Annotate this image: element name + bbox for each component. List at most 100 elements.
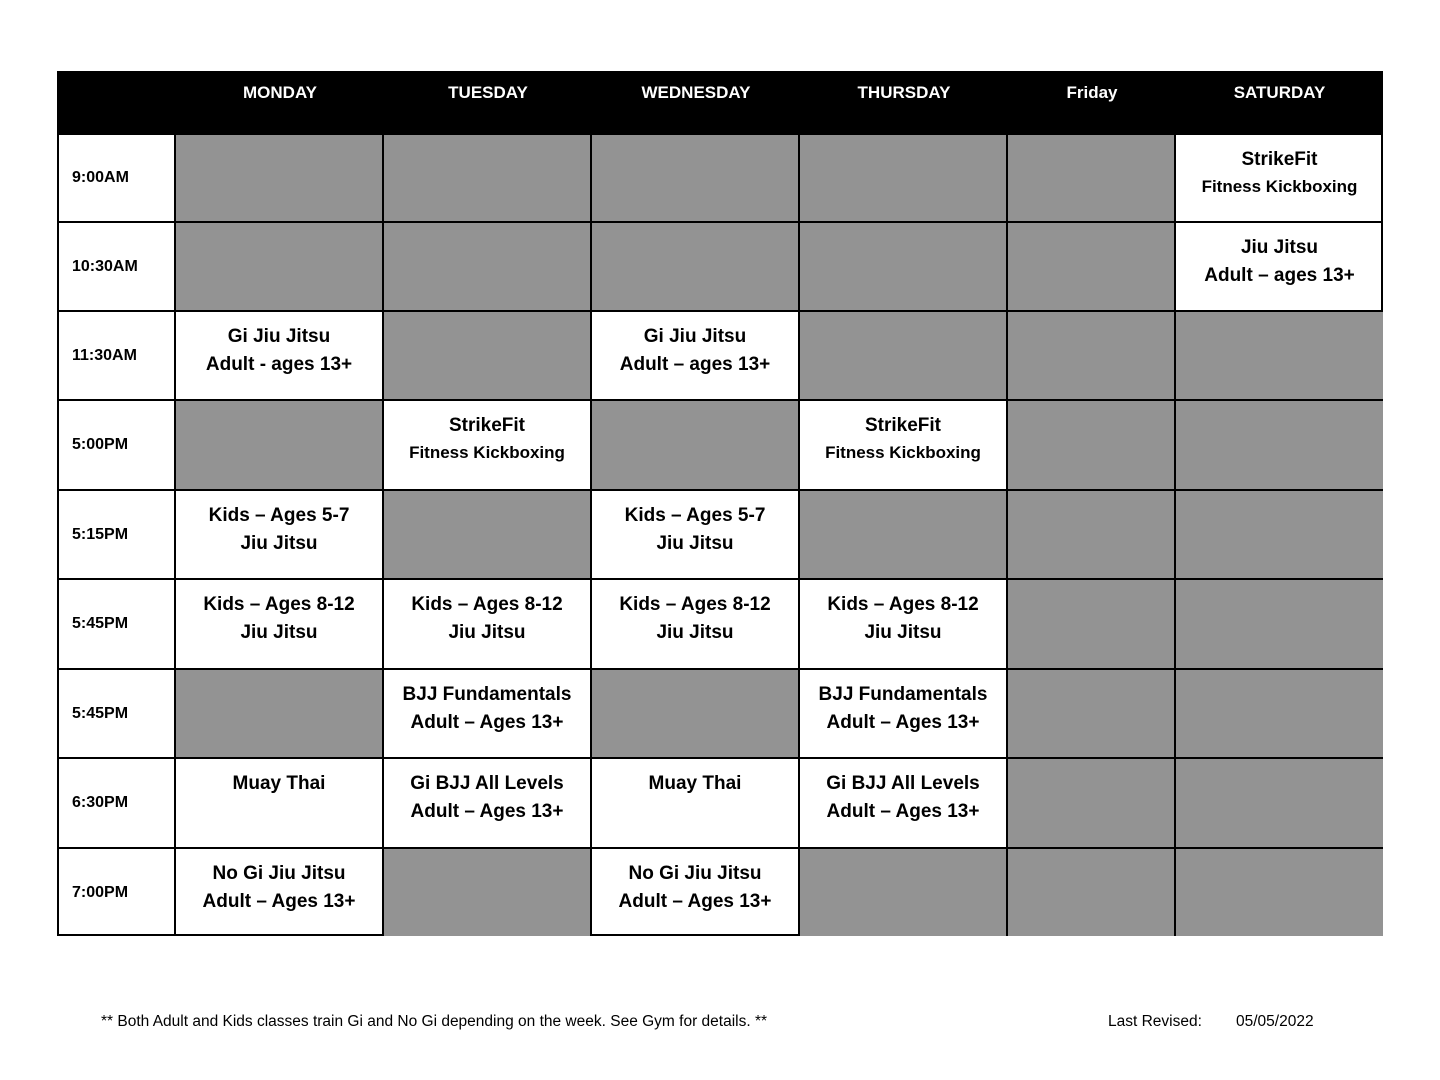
- class-name: BJJ Fundamentals: [818, 684, 988, 705]
- class-name: No Gi Jiu Jitsu: [212, 863, 346, 884]
- empty-cell: [1008, 401, 1176, 491]
- empty-cell: [800, 312, 1008, 401]
- class-detail: Adult – Ages 13+: [826, 801, 980, 822]
- empty-cell: [800, 135, 1008, 223]
- empty-cell: [176, 223, 384, 312]
- class-detail: Jiu Jitsu: [656, 622, 734, 643]
- empty-cell: [176, 670, 384, 759]
- class-cell: Kids – Ages 5-7 Jiu Jitsu: [176, 491, 384, 580]
- class-cell: Gi Jiu Jitsu Adult – ages 13+: [592, 312, 800, 401]
- class-cell: Kids – Ages 8-12 Jiu Jitsu: [592, 580, 800, 670]
- time-label: 11:30AM: [72, 346, 137, 364]
- empty-cell: [1176, 759, 1383, 849]
- class-detail: Fitness Kickboxing: [825, 443, 981, 462]
- empty-cell: [800, 491, 1008, 580]
- class-detail: Jiu Jitsu: [240, 622, 318, 643]
- time-slot: 9:00AM: [59, 135, 176, 223]
- class-name: StrikeFit: [1241, 149, 1318, 170]
- empty-cell: [1008, 580, 1176, 670]
- time-label: 9:00AM: [72, 169, 129, 186]
- day-header: WEDNESDAY: [592, 73, 800, 135]
- empty-cell: [1008, 312, 1176, 401]
- time-slot: 5:45PM: [59, 670, 176, 759]
- class-cell: StrikeFit Fitness Kickboxing: [800, 401, 1008, 491]
- last-revised-date: 05/05/2022: [1236, 1013, 1314, 1030]
- day-header: MONDAY: [176, 73, 384, 135]
- class-detail: Fitness Kickboxing: [1201, 177, 1358, 196]
- footer-note: ** Both Adult and Kids classes train Gi …: [101, 1013, 768, 1030]
- time-label: 5:15PM: [72, 525, 129, 543]
- class-detail: Fitness Kickboxing: [409, 443, 565, 462]
- time-label: 6:30PM: [72, 794, 129, 811]
- time-slot: 5:00PM: [59, 401, 176, 491]
- empty-cell: [1176, 312, 1383, 401]
- empty-cell: [800, 849, 1008, 936]
- empty-cell: [592, 135, 800, 223]
- class-detail: Adult – Ages 13+: [202, 891, 356, 912]
- empty-cell: [1008, 135, 1176, 223]
- class-name: StrikeFit: [448, 415, 526, 436]
- time-slot: 5:45PM: [59, 580, 176, 670]
- class-name: Kids – Ages 5-7: [208, 505, 350, 526]
- class-name: No Gi Jiu Jitsu: [628, 863, 762, 884]
- day-header: Friday: [1008, 73, 1176, 135]
- empty-cell: [384, 849, 592, 936]
- class-cell: No Gi Jiu Jitsu Adult – Ages 13+: [592, 849, 800, 936]
- empty-cell: [1176, 849, 1383, 936]
- class-name: Muay Thai: [232, 773, 326, 794]
- class-name: Gi BJJ All Levels: [826, 773, 980, 794]
- time-slot: 7:00PM: [59, 849, 176, 936]
- empty-cell: [1008, 223, 1176, 312]
- class-detail: Adult – Ages 13+: [410, 801, 564, 822]
- class-cell: BJJ Fundamentals Adult – Ages 13+: [800, 670, 1008, 759]
- time-slot: 10:30AM: [59, 223, 176, 312]
- time-slot: 11:30AM: [59, 312, 176, 401]
- class-name: Gi BJJ All Levels: [410, 773, 564, 794]
- class-name: Kids – Ages 5-7: [624, 505, 766, 526]
- empty-cell: [1008, 491, 1176, 580]
- class-cell: Jiu Jitsu Adult – ages 13+: [1176, 223, 1383, 312]
- class-detail: Adult – Ages 13+: [826, 712, 980, 733]
- empty-cell: [592, 670, 800, 759]
- class-name: Kids – Ages 8-12: [203, 594, 355, 615]
- class-cell: StrikeFit Fitness Kickboxing: [1176, 135, 1383, 223]
- class-name: Muay Thai: [648, 773, 742, 794]
- class-name: Gi Jiu Jitsu: [643, 326, 747, 347]
- time-slot: 6:30PM: [59, 759, 176, 849]
- class-name: Kids – Ages 8-12: [827, 594, 979, 615]
- empty-cell: [384, 491, 592, 580]
- class-name: BJJ Fundamentals: [402, 684, 572, 705]
- class-name: StrikeFit: [864, 415, 942, 436]
- class-cell: No Gi Jiu Jitsu Adult – Ages 13+: [176, 849, 384, 936]
- time-label: 5:45PM: [72, 615, 129, 632]
- empty-cell: [1176, 580, 1383, 670]
- class-cell: Gi Jiu Jitsu Adult - ages 13+: [176, 312, 384, 401]
- empty-cell: [1008, 849, 1176, 936]
- empty-cell: [1008, 670, 1176, 759]
- class-name: Kids – Ages 8-12: [411, 594, 563, 615]
- day-header: TUESDAY: [384, 73, 592, 135]
- class-cell: Muay Thai: [176, 759, 384, 849]
- class-detail: Jiu Jitsu: [448, 622, 526, 643]
- empty-cell: [800, 223, 1008, 312]
- class-cell: Gi BJJ All Levels Adult – Ages 13+: [384, 759, 592, 849]
- class-cell: Kids – Ages 8-12 Jiu Jitsu: [176, 580, 384, 670]
- class-detail: Adult – ages 13+: [619, 354, 771, 375]
- empty-cell: [592, 223, 800, 312]
- class-detail: Adult – Ages 13+: [410, 712, 564, 733]
- class-cell: BJJ Fundamentals Adult – Ages 13+: [384, 670, 592, 759]
- class-detail: Adult – ages 13+: [1204, 265, 1355, 286]
- class-cell: Gi BJJ All Levels Adult – Ages 13+: [800, 759, 1008, 849]
- class-detail: Adult – Ages 13+: [618, 891, 772, 912]
- class-cell: Muay Thai: [592, 759, 800, 849]
- empty-cell: [1176, 401, 1383, 491]
- time-slot: 5:15PM: [59, 491, 176, 580]
- empty-cell: [592, 401, 800, 491]
- class-schedule-table: MONDAY TUESDAY WEDNESDAY THURSDAY Friday SATU…: [57, 71, 1383, 936]
- empty-cell: [1176, 491, 1383, 580]
- empty-cell: [384, 312, 592, 401]
- class-cell: StrikeFit Fitness Kickboxing: [384, 401, 592, 491]
- class-detail: Jiu Jitsu: [864, 622, 942, 643]
- class-name: Jiu Jitsu: [1240, 237, 1319, 258]
- class-detail: Jiu Jitsu: [656, 533, 734, 554]
